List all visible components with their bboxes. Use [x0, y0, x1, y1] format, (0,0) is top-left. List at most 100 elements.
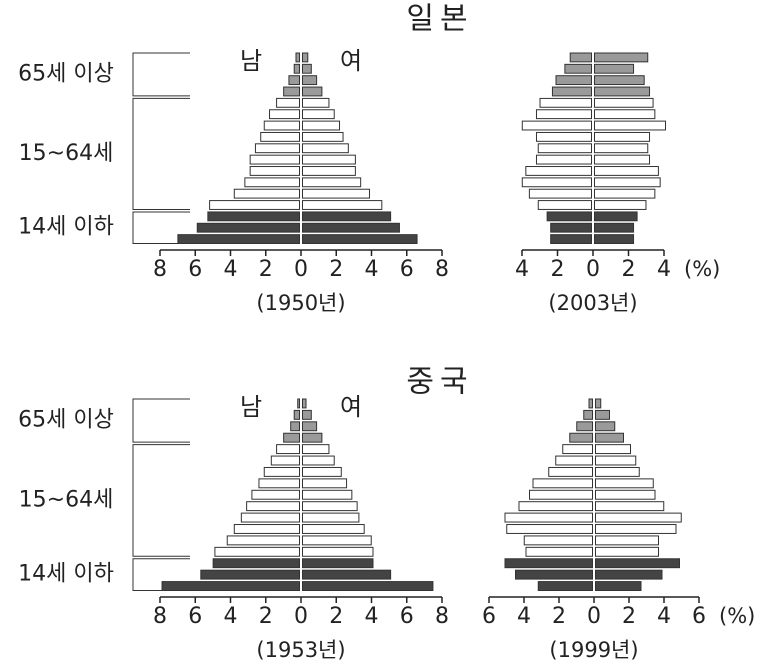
bar [297, 398, 300, 409]
x-tick-label: 4 [365, 604, 379, 629]
bracket [132, 52, 190, 97]
bar [569, 52, 593, 63]
legend-label: 여 [340, 393, 362, 421]
x-tick-label: 6 [400, 257, 414, 282]
bar [595, 581, 642, 592]
bar [269, 109, 301, 120]
bar [226, 535, 300, 546]
bar [595, 409, 610, 420]
bar [302, 143, 349, 154]
bar [504, 512, 593, 523]
bar [555, 455, 593, 466]
chart-title: 중국 [406, 365, 473, 400]
bar [302, 52, 309, 63]
bar [302, 109, 335, 120]
x-tick-label: 2 [259, 257, 273, 282]
bar [270, 455, 300, 466]
bar [594, 234, 635, 245]
bar [551, 86, 593, 97]
bar [302, 63, 312, 74]
x-tick-label: 6 [400, 604, 414, 629]
bar [594, 86, 651, 97]
bar [249, 154, 300, 165]
unit-label: (%) [719, 604, 755, 628]
x-tick-label: 6 [188, 604, 202, 629]
x-tick-label: 2 [622, 604, 636, 629]
bar [595, 444, 631, 455]
caption: (1999년) [549, 638, 638, 662]
bar [209, 200, 300, 210]
bar [564, 63, 592, 74]
bar [260, 131, 301, 142]
x-tick-label: 0 [586, 257, 600, 282]
x-tick-label: 4 [365, 257, 379, 282]
bar [595, 489, 656, 500]
bar [583, 409, 593, 420]
bar [595, 478, 654, 489]
bar [521, 177, 593, 188]
bar [595, 512, 682, 523]
bracket [132, 211, 190, 244]
unit-label: (%) [684, 257, 720, 281]
caption: (1950년) [256, 291, 345, 315]
bar [595, 546, 659, 557]
bar [302, 234, 418, 245]
bar [302, 581, 434, 592]
bar [537, 581, 593, 592]
bar [263, 120, 300, 131]
bar [302, 444, 330, 455]
caption: (1953년) [256, 638, 345, 662]
bar [276, 444, 300, 455]
x-tick-label: 2 [552, 604, 566, 629]
bar [576, 421, 593, 432]
bar [293, 409, 300, 420]
x-tick-label: 2 [551, 257, 565, 282]
bar [595, 466, 640, 477]
bar [515, 569, 593, 580]
bar [535, 109, 592, 120]
x-tick-label: 0 [294, 257, 308, 282]
bar [302, 131, 344, 142]
bar [200, 569, 300, 580]
bar [302, 432, 323, 443]
bar [302, 546, 374, 557]
bar [594, 177, 661, 188]
bar [302, 455, 335, 466]
legend-label: 남 [240, 393, 262, 421]
bar [290, 421, 300, 432]
x-tick-label: 2 [259, 604, 273, 629]
bar [529, 489, 593, 500]
bar [525, 546, 593, 557]
bar [594, 200, 647, 210]
x-tick-label: 0 [294, 604, 308, 629]
bar [212, 558, 300, 569]
bar [302, 501, 358, 512]
bar [302, 512, 360, 523]
x-tick-label: 4 [657, 604, 671, 629]
bar [525, 166, 593, 176]
bar [302, 200, 383, 210]
bar [595, 432, 624, 443]
x-tick-label: 0 [587, 604, 601, 629]
bar [594, 143, 649, 154]
legend-label: 남 [240, 47, 262, 75]
bar [588, 398, 593, 409]
bar [302, 524, 365, 534]
bar [594, 109, 656, 120]
bracket [132, 444, 190, 557]
bracket [132, 558, 190, 591]
caption: (2003년) [548, 291, 637, 315]
bar [594, 52, 649, 63]
bar [302, 466, 342, 477]
bar [594, 63, 635, 74]
age-bracket-label: 14세 이하 [18, 215, 114, 240]
bar [555, 75, 592, 86]
bar [302, 398, 307, 409]
bar [594, 75, 645, 86]
bar [594, 131, 651, 142]
bar [594, 188, 656, 199]
bar [302, 569, 392, 580]
bar [302, 120, 341, 131]
age-bracket-label: 65세 이상 [18, 61, 114, 86]
